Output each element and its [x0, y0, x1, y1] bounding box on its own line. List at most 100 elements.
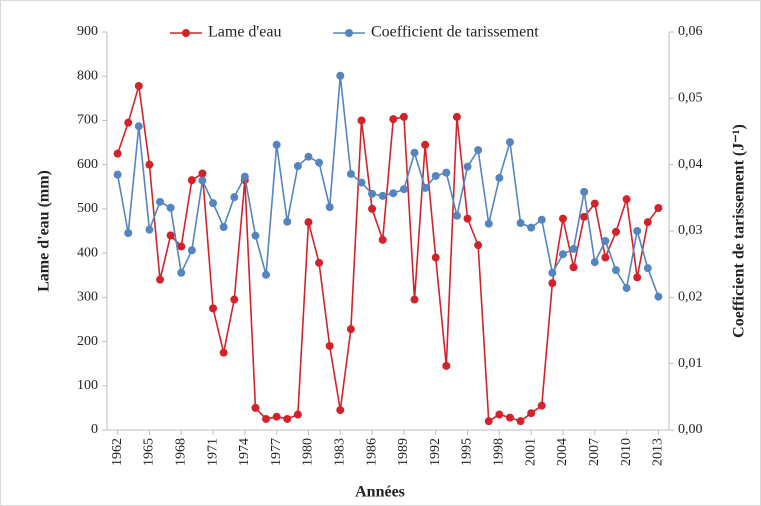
- x-tick-label: 1971: [205, 438, 220, 466]
- y-tick-label: 800: [77, 68, 98, 83]
- data-point: [304, 152, 313, 161]
- data-point: [209, 304, 218, 313]
- y-tick-label: 500: [77, 201, 98, 216]
- data-point: [410, 295, 419, 304]
- data-point: [399, 185, 408, 194]
- data-point: [166, 203, 175, 212]
- data-point: [198, 176, 207, 185]
- data-point: [548, 279, 557, 288]
- data-point: [156, 197, 165, 206]
- data-point: [209, 199, 218, 208]
- data-point: [389, 115, 398, 124]
- data-point: [622, 284, 631, 293]
- x-tick-label: 1974: [237, 438, 252, 466]
- data-point: [558, 250, 567, 259]
- data-point: [516, 219, 525, 228]
- data-point: [410, 148, 419, 157]
- x-tick-label: 1977: [269, 438, 284, 466]
- y-axis-label: Lame d'eau (mm): [36, 170, 53, 292]
- data-point: [622, 195, 631, 204]
- data-point: [452, 112, 461, 121]
- data-point: [452, 211, 461, 220]
- x-tick-label: 2001: [523, 438, 538, 466]
- y2-tick-label: 0,02: [678, 290, 703, 305]
- data-point: [516, 417, 525, 426]
- data-point: [569, 244, 578, 253]
- data-point: [113, 149, 122, 158]
- y2-tick-label: 0,06: [678, 24, 703, 39]
- data-point: [145, 225, 154, 234]
- data-point: [251, 231, 260, 240]
- y-tick-label: 600: [77, 157, 98, 172]
- data-point: [177, 242, 186, 251]
- data-point: [643, 218, 652, 227]
- data-point: [590, 199, 599, 208]
- data-point: [431, 171, 440, 180]
- data-point: [113, 170, 122, 179]
- legend-label: Lame d'eau: [208, 24, 282, 41]
- x-tick-label: 1992: [428, 438, 443, 466]
- data-point: [558, 214, 567, 223]
- x-tick-label: 2004: [555, 438, 570, 466]
- y2-tick-label: 0,04: [678, 157, 703, 172]
- y-tick-label: 700: [77, 113, 98, 128]
- data-point: [537, 401, 546, 410]
- data-point: [262, 270, 271, 279]
- x-tick-label: 1968: [173, 438, 188, 466]
- x-tick-label: 1995: [460, 438, 475, 466]
- data-point: [124, 118, 133, 127]
- data-point: [230, 295, 239, 304]
- data-point: [484, 219, 493, 228]
- data-point: [548, 268, 557, 277]
- y2-axis-label: Coefficient de tarissement (J⁻¹): [731, 124, 748, 338]
- data-point: [580, 212, 589, 221]
- data-point: [463, 162, 472, 171]
- data-point: [304, 218, 313, 227]
- data-point: [219, 348, 228, 357]
- data-point: [293, 410, 302, 419]
- data-point: [378, 191, 387, 200]
- data-point: [431, 253, 440, 262]
- data-point: [251, 403, 260, 412]
- data-point: [484, 417, 493, 426]
- data-point: [357, 116, 366, 125]
- data-point: [505, 138, 514, 147]
- x-tick-label: 1962: [110, 438, 125, 466]
- data-point: [177, 268, 186, 277]
- data-point: [527, 409, 536, 418]
- data-point: [325, 203, 334, 212]
- data-point: [187, 246, 196, 255]
- data-point: [336, 406, 345, 415]
- data-point: [198, 169, 207, 178]
- data-point: [187, 176, 196, 185]
- data-point: [601, 253, 610, 262]
- data-point: [633, 227, 642, 235]
- y-tick-label: 200: [77, 334, 98, 349]
- y-tick-label: 0: [91, 422, 98, 437]
- data-point: [325, 341, 334, 350]
- data-point: [145, 160, 154, 169]
- data-point: [527, 223, 536, 232]
- data-point: [336, 71, 345, 80]
- data-point: [240, 172, 249, 181]
- y2-tick-label: 0,01: [678, 356, 703, 371]
- data-point: [389, 189, 398, 198]
- y-tick-label: 400: [77, 245, 98, 260]
- x-tick-label: 2007: [587, 438, 602, 466]
- data-point: [346, 169, 355, 178]
- data-point: [590, 258, 599, 267]
- series-line: [116, 85, 660, 423]
- x-axis-label: Années: [355, 484, 405, 501]
- data-point: [654, 204, 663, 213]
- data-point: [611, 266, 620, 275]
- y-tick-label: 900: [77, 24, 98, 39]
- data-point: [230, 193, 239, 202]
- data-point: [463, 214, 472, 223]
- x-tick-label: 2010: [619, 438, 634, 466]
- data-point: [346, 325, 355, 334]
- data-point: [378, 235, 387, 244]
- legend-label: Coefficient de tarissement: [371, 24, 539, 41]
- legend-marker: [182, 29, 190, 37]
- x-tick-label: 1986: [364, 438, 379, 466]
